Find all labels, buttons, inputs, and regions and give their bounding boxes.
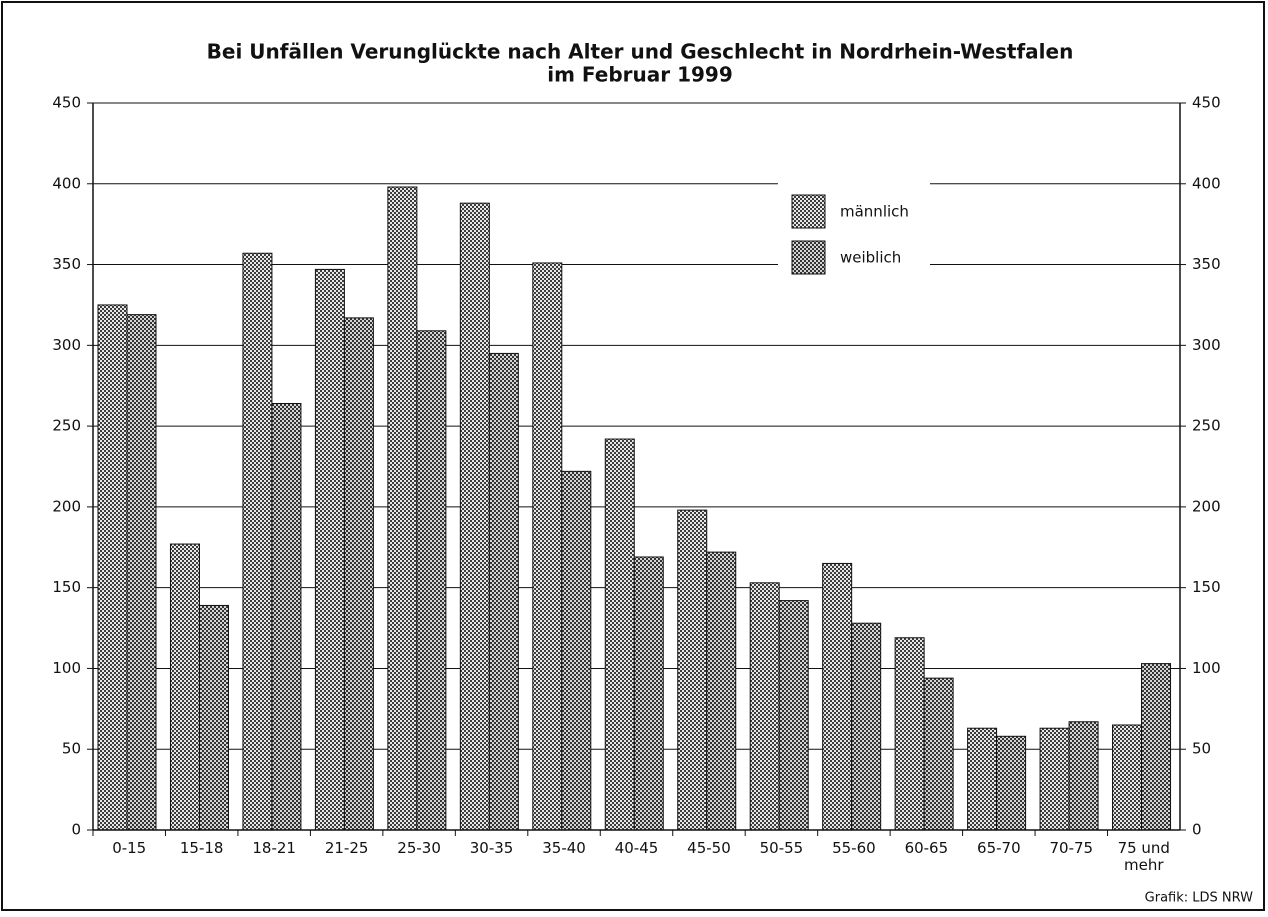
x-tick-label-box: 25-30 (397, 840, 441, 857)
y-tick-label: 100 (52, 659, 81, 677)
bar (343, 317, 374, 831)
x-tick-label-box: 21-25 (324, 840, 369, 857)
bar (459, 202, 490, 831)
y-tick-label: 350 (52, 255, 81, 273)
y2-tick-label: 100 (1192, 659, 1221, 677)
bar (604, 438, 635, 831)
x-tick-label-box: 70-75 (1049, 840, 1094, 857)
bar (97, 304, 128, 831)
y-tick-label: 400 (52, 174, 81, 192)
y-tick-label: 150 (52, 578, 81, 596)
bar (851, 622, 882, 831)
x-tick-label-box: 0-15 (112, 840, 147, 857)
bar (749, 582, 780, 831)
x-tick-label: 25-30 (397, 840, 441, 857)
bar (1068, 721, 1099, 831)
x-tick-label: 60-65 (904, 840, 949, 857)
x-tick-label: 75 und mehr (1117, 840, 1170, 874)
y-tick-label: 450 (52, 94, 81, 112)
bar (416, 330, 447, 831)
bar (1112, 724, 1143, 831)
x-tick-label: 55-60 (832, 840, 876, 857)
bar (271, 402, 302, 831)
y2-tick-label: 50 (1192, 740, 1211, 758)
bar (387, 186, 418, 831)
x-tick-label: 0-15 (112, 840, 147, 857)
x-tick-label: 70-75 (1049, 840, 1094, 857)
x-tick-label: 65-70 (977, 840, 1021, 857)
bar (677, 509, 708, 831)
bar (169, 543, 200, 831)
x-tick-label: 15-18 (179, 840, 224, 857)
bar (561, 470, 592, 831)
bar (894, 637, 925, 831)
y2-tick-label: 150 (1192, 578, 1221, 596)
y2-tick-label: 250 (1192, 417, 1221, 435)
bar (532, 262, 563, 831)
bar (778, 600, 809, 831)
x-tick-label-box: 50-55 (759, 840, 804, 857)
x-tick-label-box: 18-21 (252, 840, 296, 857)
x-tick-label: 50-55 (759, 840, 804, 857)
bar (706, 551, 737, 831)
bar (923, 677, 954, 831)
x-tick-label: 30-35 (469, 840, 514, 857)
bar (996, 735, 1027, 831)
legend-label: weiblich (840, 249, 901, 267)
x-tick-label-box: 60-65 (904, 840, 949, 857)
x-tick-label: 21-25 (324, 840, 369, 857)
bar (967, 727, 998, 831)
bar (242, 252, 273, 831)
legend-swatch (791, 240, 826, 275)
x-tick-label-box: 35-40 (542, 840, 586, 857)
legend-swatch (791, 194, 826, 229)
bar (198, 604, 229, 831)
bar (126, 314, 157, 831)
x-tick-label-box: 75 und mehr (1117, 840, 1170, 874)
x-tick-label-box: 30-35 (469, 840, 514, 857)
x-tick-label: 18-21 (252, 840, 296, 857)
y-tick-label: 200 (52, 497, 81, 515)
y2-tick-label: 200 (1192, 497, 1221, 515)
bar (488, 352, 519, 831)
bar (1141, 663, 1172, 831)
x-tick-label: 45-50 (687, 840, 731, 857)
chart-title: Bei Unfällen Verunglückte nach Alter und… (207, 40, 1074, 64)
y2-tick-label: 300 (1192, 336, 1221, 354)
x-tick-label-box: 15-18 (179, 840, 224, 857)
x-tick-label-box: 45-50 (687, 840, 731, 857)
y-tick-label: 50 (62, 740, 81, 758)
x-tick-label: 35-40 (542, 840, 586, 857)
bar (822, 562, 853, 831)
x-tick-label: 40-45 (614, 840, 659, 857)
legend-label: männlich (840, 203, 909, 221)
y-tick-label: 300 (52, 336, 81, 354)
bar (633, 556, 664, 831)
y2-tick-label: 400 (1192, 174, 1221, 192)
x-tick-label-box: 40-45 (614, 840, 659, 857)
x-tick-label-box: 55-60 (832, 840, 876, 857)
bar (1039, 727, 1070, 831)
y2-tick-label: 450 (1192, 94, 1221, 112)
y2-tick-label: 0 (1192, 821, 1202, 839)
bar (314, 268, 345, 831)
x-tick-label-box: 65-70 (977, 840, 1021, 857)
y-tick-label: 250 (52, 417, 81, 435)
chart-subtitle: im Februar 1999 (547, 63, 732, 87)
source: Grafik: LDS NRW (1145, 891, 1253, 906)
y-tick-label: 0 (71, 821, 81, 839)
y2-tick-label: 350 (1192, 255, 1221, 273)
